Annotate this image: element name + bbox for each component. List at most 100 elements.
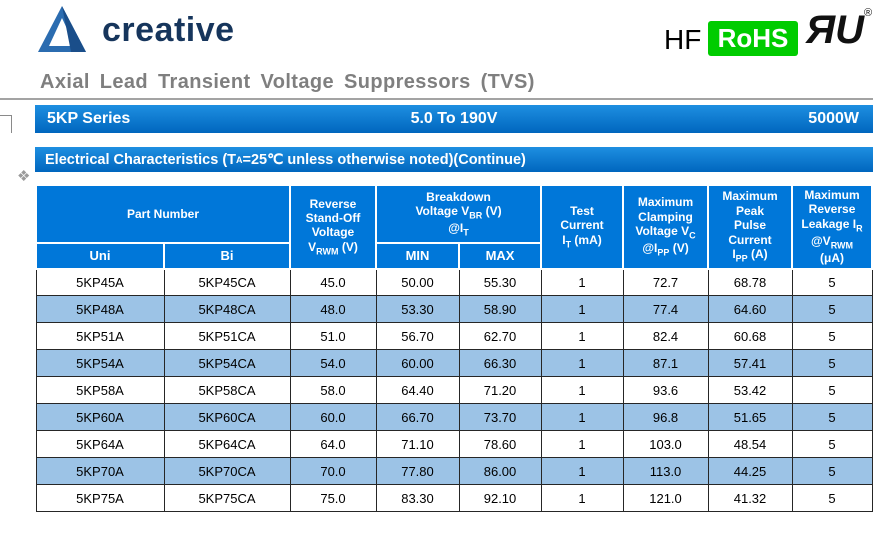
table-cell: 48.54 xyxy=(707,430,793,459)
electrical-characteristics-table: Part Number Reverse Stand-Off Voltage VRWM … xyxy=(35,183,873,513)
table-cell: 5KP58CA xyxy=(163,376,291,405)
header-reverse-leakage: Maximum Reverse Leakage IR @VRWM (μA) xyxy=(791,184,873,270)
header-peak-pulse-current: Maximum Peak Pulse Current IPP (A) xyxy=(707,184,794,270)
table-cell: 50.00 xyxy=(375,268,460,297)
table-cell: 96.8 xyxy=(622,403,709,432)
table-cell: 5KP60CA xyxy=(163,403,291,432)
table-cell: 78.60 xyxy=(458,430,542,459)
series-banner: 5.0 To 190V 5KP Series 5000W xyxy=(35,105,873,133)
table-cell: 5KP51A xyxy=(35,322,165,351)
table-cell: 5KP48A xyxy=(35,295,165,324)
table-cell: 57.41 xyxy=(707,349,793,378)
table-row: 5KP48A 5KP48CA 48.0 53.30 58.90 1 77.4 64.60 5 xyxy=(35,295,873,324)
table-row: 5KP51A 5KP51CA 51.0 56.70 62.70 1 82.4 60.68 5 xyxy=(35,322,873,351)
ul-recognized-icon: ЯU® xyxy=(806,7,873,52)
table-cell: 75.0 xyxy=(289,484,377,513)
table-cell: 5KP58A xyxy=(35,376,165,405)
table-cell: 77.80 xyxy=(375,457,460,486)
table-cell: 45.0 xyxy=(289,268,377,297)
table-cell: 60.0 xyxy=(289,403,377,432)
data-table: Part Number Reverse Stand-Off Voltage VRWM … xyxy=(35,183,873,513)
table-cell: 1 xyxy=(540,376,624,405)
table-cell: 55.30 xyxy=(458,268,542,297)
table-row: 5KP60A 5KP60CA 60.0 66.70 73.70 1 96.8 51.65 5 xyxy=(35,403,873,432)
table-cell: 5 xyxy=(791,349,873,378)
table-cell: 51.0 xyxy=(289,322,377,351)
table-cell: 64.40 xyxy=(375,376,460,405)
margin-crop-mark xyxy=(0,115,12,133)
page-title: Axial Lead Transient Voltage Suppressors… xyxy=(40,71,535,93)
series-voltage-range: 5.0 To 190V xyxy=(410,110,498,127)
table-cell: 5 xyxy=(791,403,873,432)
section-banner: Electrical Characteristics (T A =25℃ unles… xyxy=(35,147,873,172)
table-cell: 60.00 xyxy=(375,349,460,378)
table-cell: 56.70 xyxy=(375,322,460,351)
table-cell: 1 xyxy=(540,268,624,297)
header-uni: Uni xyxy=(35,242,165,270)
table-cell: 64.0 xyxy=(289,430,377,459)
table-cell: 1 xyxy=(540,484,624,513)
table-cell: 5KP54A xyxy=(35,349,165,378)
table-cell: 5KP70A xyxy=(35,457,165,486)
table-cell: 62.70 xyxy=(458,322,542,351)
table-row: 5KP64A 5KP64CA 64.0 71.10 78.60 1 103.0 48.54 5 xyxy=(35,430,873,459)
header-clamping-voltage: Maximum Clamping Voltage VC @IPP (V) xyxy=(622,184,710,270)
table-cell: 87.1 xyxy=(622,349,709,378)
header-part-number: Part Number xyxy=(35,183,291,245)
series-power: 5000W xyxy=(808,110,859,127)
table-row: 5KP45A 5KP45CA 45.0 50.00 55.30 1 72.7 68.78 5 xyxy=(35,268,873,297)
table-cell: 5KP48CA xyxy=(163,295,291,324)
table-cell: 44.25 xyxy=(707,457,793,486)
rohs-badge: RoHS xyxy=(708,21,798,56)
table-cell: 58.90 xyxy=(458,295,542,324)
table-cell: 5 xyxy=(791,295,873,324)
table-cell: 5 xyxy=(791,268,873,297)
title-divider xyxy=(0,98,873,100)
table-cell: 71.10 xyxy=(375,430,460,459)
table-cell: 103.0 xyxy=(622,430,709,459)
table-row: 5KP75A 5KP75CA 75.0 83.30 92.10 1 121.0 41.32 5 xyxy=(35,484,873,513)
creative-triangle-logo-icon xyxy=(38,6,86,52)
table-cell: 5KP75CA xyxy=(163,484,291,513)
series-name: 5KP Series xyxy=(47,110,131,127)
header-min: MIN xyxy=(375,242,460,270)
table-cell: 60.68 xyxy=(707,322,793,351)
table-cell: 5 xyxy=(791,484,873,513)
table-cell: 73.70 xyxy=(458,403,542,432)
table-cell: 1 xyxy=(540,457,624,486)
header-standoff-voltage: Reverse Stand-Off Voltage VRWM (V) xyxy=(289,184,377,270)
registered-mark: ® xyxy=(864,7,873,19)
table-cell: 48.0 xyxy=(289,295,377,324)
table-cell: 5KP64CA xyxy=(163,430,291,459)
table-cell: 66.30 xyxy=(458,349,542,378)
table-cell: 113.0 xyxy=(622,457,709,486)
table-cell: 1 xyxy=(540,430,624,459)
table-cell: 5 xyxy=(791,322,873,351)
header-bi: Bi xyxy=(163,242,291,270)
table-row: 5KP70A 5KP70CA 70.0 77.80 86.00 1 113.0 44.25 5 xyxy=(35,457,873,486)
table-cell: 77.4 xyxy=(622,295,709,324)
table-cell: 121.0 xyxy=(622,484,709,513)
table-cell: 1 xyxy=(540,403,624,432)
table-cell: 5 xyxy=(791,376,873,405)
table-row: 5KP54A 5KP54CA 54.0 60.00 66.30 1 87.1 57.41 5 xyxy=(35,349,873,378)
table-row: 5KP58A 5KP58CA 58.0 64.40 71.20 1 93.6 53.42 5 xyxy=(35,376,873,405)
table-header: Part Number Reverse Stand-Off Voltage VRWM … xyxy=(35,183,873,270)
ul-mark: ЯU xyxy=(806,8,865,52)
table-cell: 5KP64A xyxy=(35,430,165,459)
table-cell: 5KP45A xyxy=(35,268,165,297)
table-cell: 68.78 xyxy=(707,268,793,297)
table-cell: 5 xyxy=(791,430,873,459)
table-body: 5KP45A 5KP45CA 45.0 50.00 55.30 1 72.7 68.78 5 5K… xyxy=(35,268,873,513)
table-cell: 53.30 xyxy=(375,295,460,324)
table-cell: 5KP54CA xyxy=(163,349,291,378)
table-cell: 82.4 xyxy=(622,322,709,351)
table-cell: 51.65 xyxy=(707,403,793,432)
table-cell: 5 xyxy=(791,457,873,486)
table-cell: 72.7 xyxy=(622,268,709,297)
table-cell: 86.00 xyxy=(458,457,542,486)
header-max: MAX xyxy=(457,242,543,270)
table-cell: 66.70 xyxy=(375,403,460,432)
table-cell: 64.60 xyxy=(707,295,793,324)
